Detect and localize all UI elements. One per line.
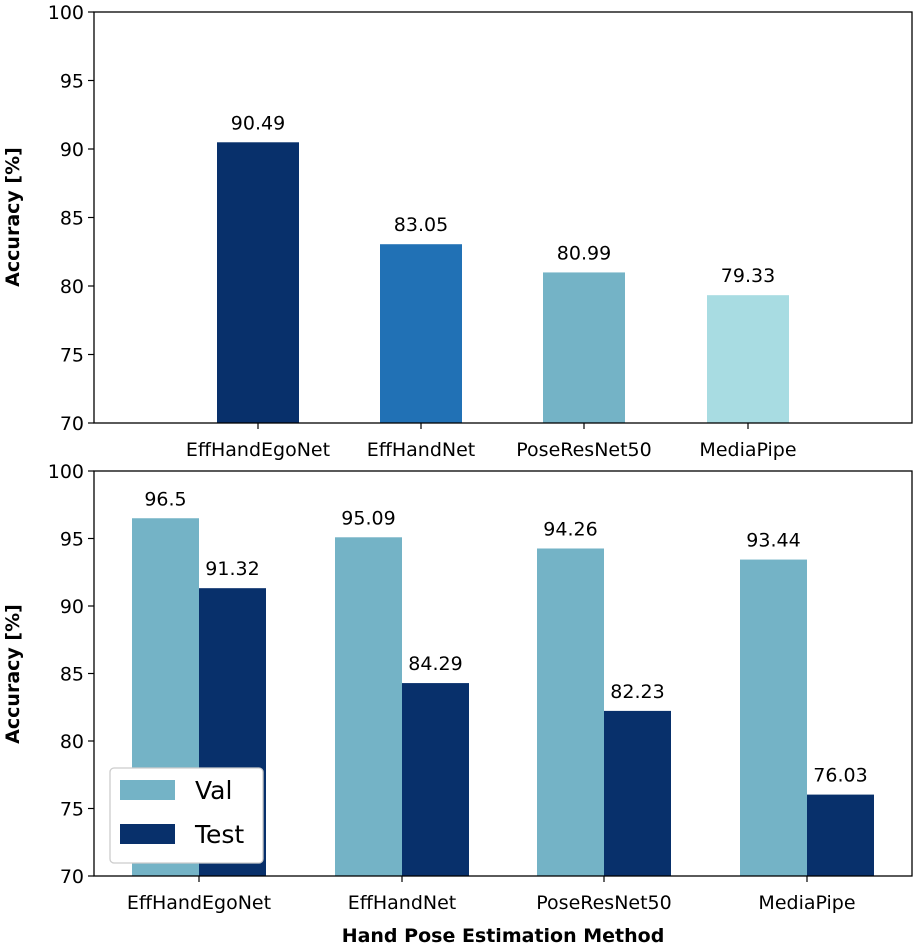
x-tick-label: MediaPipe [758,892,855,914]
bar-mediapipe [707,295,789,423]
data-label: 82.23 [610,681,664,703]
chart-bottom: 96.595.0994.2693.4491.3284.2982.2376.03 … [2,461,913,947]
bottom-x-ticks: EffHandEgoNet EffHandNet PoseResNet50 Media… [127,876,856,914]
data-label: 95.09 [341,507,395,529]
x-tick-label: EffHandEgoNet [127,892,271,914]
chart-top: 90.49 83.05 80.99 79.33 70 75 80 85 90 95 100 Eff… [2,2,913,461]
bar-val-effhandnet [335,537,402,876]
y-tick-label: 85 [60,208,84,230]
data-label: 94.26 [543,518,597,540]
bar-effhandegonet [217,142,299,424]
top-y-axis-title: Accuracy [%] [2,147,24,287]
y-tick-label: 95 [60,529,84,551]
top-data-labels: 90.49 83.05 80.99 79.33 [231,112,775,287]
bottom-y-ticks: 70 75 80 85 90 95 100 [48,461,94,888]
top-plot-frame [93,11,913,424]
y-tick-label: 95 [60,71,84,93]
y-tick-label: 100 [48,2,84,24]
bar-poseresnet50 [543,272,625,423]
data-label: 96.5 [144,488,186,510]
bottom-x-axis-title: Hand Pose Estimation Method [342,925,665,947]
legend-swatch-val [120,780,175,800]
data-label: 79.33 [721,265,775,287]
data-label: 80.99 [557,242,611,264]
x-tick-label: EffHandEgoNet [186,439,330,461]
bar-val-mediapipe [740,559,807,876]
data-label: 90.49 [231,112,285,134]
data-label: 91.32 [205,558,259,580]
legend: Val Test [109,767,264,864]
bar-test-poseresnet50 [604,710,671,876]
legend-swatch-test [120,824,175,844]
y-tick-label: 100 [48,461,84,483]
top-x-ticks: EffHandEgoNet EffHandNet PoseResNet50 Media… [186,423,797,461]
y-tick-label: 80 [60,731,84,753]
bottom-plot-frame [93,470,913,877]
data-label: 84.29 [408,653,462,675]
data-label: 93.44 [746,530,800,552]
bar-test-mediapipe [807,794,874,876]
data-label: 83.05 [394,214,448,236]
top-bars [217,142,789,424]
bar-test-effhandnet [402,683,469,876]
y-tick-label: 80 [60,276,84,298]
x-tick-label: PoseResNet50 [516,439,651,461]
bottom-y-axis-title: Accuracy [%] [2,604,24,744]
y-tick-label: 90 [60,596,84,618]
y-tick-label: 75 [60,345,84,367]
y-tick-label: 75 [60,799,84,821]
top-y-ticks: 70 75 80 85 90 95 100 [48,2,94,435]
y-tick-label: 85 [60,664,84,686]
x-tick-label: PoseResNet50 [536,892,671,914]
y-tick-label: 70 [60,413,84,435]
y-tick-label: 90 [60,139,84,161]
bar-effhandnet [380,244,462,423]
bar-val-poseresnet50 [537,548,604,876]
x-tick-label: MediaPipe [699,439,796,461]
x-tick-label: EffHandNet [367,439,475,461]
bottom-data-labels: 96.5 95.09 94.26 93.44 91.32 84.29 82.23 76.03 [144,488,867,786]
legend-label-test: Test [194,820,244,849]
legend-label-val: Val [195,776,232,805]
data-label: 76.03 [813,765,867,787]
x-tick-label: EffHandNet [348,892,456,914]
y-tick-label: 70 [60,866,84,888]
